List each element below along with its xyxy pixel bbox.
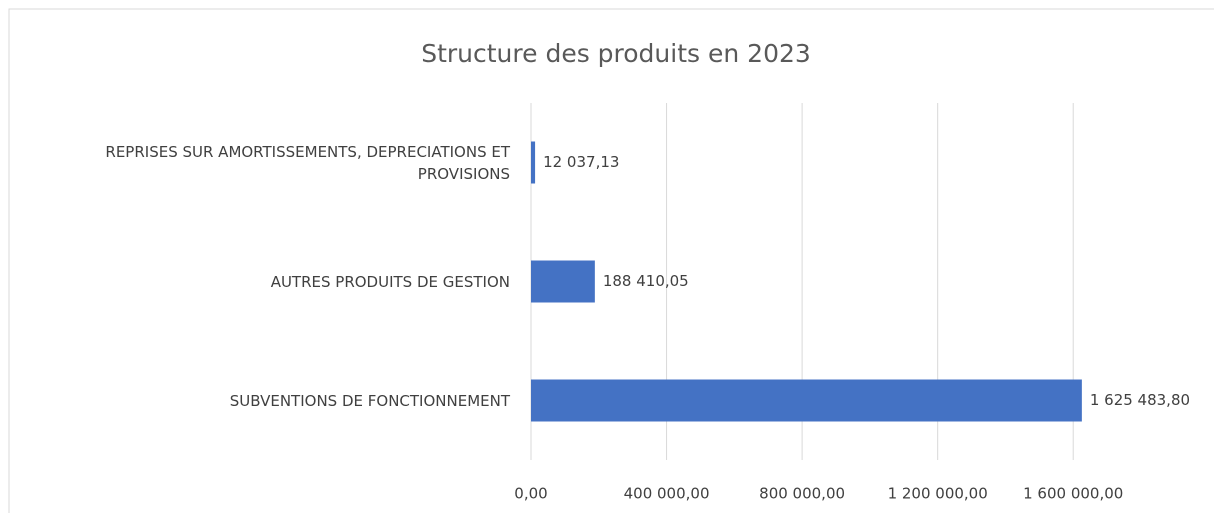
y-tick-label: AUTRES PRODUITS DE GESTION (270, 272, 510, 291)
x-tick-label: 1 200 000,00 (888, 485, 988, 503)
x-tick-label: 0,00 (514, 485, 547, 503)
data-label: 1 625 483,80 (1090, 391, 1190, 409)
chart-title: Structure des produits en 2023 (421, 39, 811, 68)
bar (531, 379, 1082, 422)
x-tick-label: 800 000,00 (759, 485, 845, 503)
x-tick-label: 1 600 000,00 (1023, 485, 1123, 503)
y-tick-label: REPRISES SUR AMORTISSEMENTS, DEPRECIATIO… (105, 142, 510, 183)
data-label: 188 410,05 (603, 272, 689, 290)
y-tick-label: SUBVENTIONS DE FONCTIONNEMENT (229, 391, 510, 410)
bar (531, 260, 595, 303)
bar (531, 141, 536, 184)
x-tick-label: 400 000,00 (624, 485, 710, 503)
chart-border (8, 8, 1214, 513)
data-label: 12 037,13 (543, 153, 619, 171)
